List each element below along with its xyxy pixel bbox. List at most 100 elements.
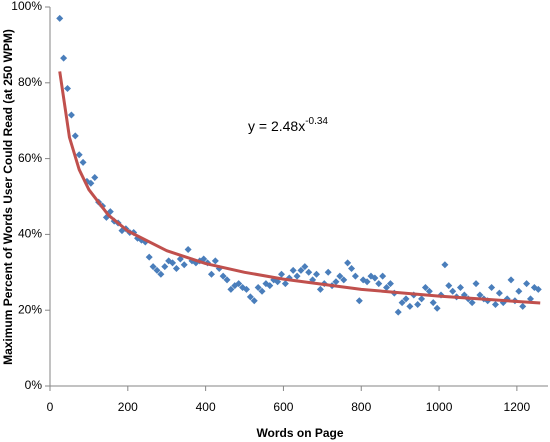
point xyxy=(91,174,99,182)
point xyxy=(383,283,391,291)
point xyxy=(371,274,379,282)
point xyxy=(87,179,95,187)
x-tick-label: 1200 xyxy=(504,400,531,414)
point xyxy=(293,272,301,280)
point xyxy=(476,291,484,299)
point xyxy=(515,287,523,295)
point xyxy=(289,266,297,274)
point xyxy=(348,265,356,273)
point xyxy=(71,132,79,140)
point xyxy=(340,276,348,284)
y-tick-label: 100% xyxy=(11,0,42,13)
point xyxy=(274,278,282,286)
point xyxy=(406,302,414,310)
point xyxy=(394,308,402,316)
point xyxy=(355,297,363,305)
point xyxy=(149,263,157,271)
point xyxy=(242,285,250,293)
x-tick-label: 800 xyxy=(351,400,371,414)
point xyxy=(250,297,258,305)
point xyxy=(468,299,476,307)
point xyxy=(363,278,371,286)
x-tick-label: 600 xyxy=(273,400,293,414)
trendline xyxy=(58,71,541,305)
point xyxy=(313,270,321,278)
y-tick-label: 0% xyxy=(25,378,43,392)
x-tick-label: 200 xyxy=(118,400,138,414)
point xyxy=(75,151,83,159)
point xyxy=(495,289,503,297)
point xyxy=(534,285,542,293)
y-tick-label: 20% xyxy=(18,302,42,316)
point xyxy=(207,270,215,278)
x-axis-label: Words on Page xyxy=(256,426,343,440)
point xyxy=(398,299,406,307)
point xyxy=(246,293,254,301)
point xyxy=(277,270,285,278)
point xyxy=(375,280,383,288)
point xyxy=(64,84,72,92)
point xyxy=(386,280,394,288)
point xyxy=(445,282,453,290)
point xyxy=(56,14,64,22)
point xyxy=(184,246,192,254)
y-tick-label: 40% xyxy=(18,227,42,241)
point xyxy=(336,272,344,280)
point xyxy=(266,282,274,290)
point xyxy=(351,272,359,280)
point xyxy=(316,285,324,293)
y-tick-label: 60% xyxy=(18,151,42,165)
point xyxy=(258,287,266,295)
point xyxy=(519,302,527,310)
equation-exponent: -0.34 xyxy=(305,116,328,127)
equation-text: y = 2.48x xyxy=(248,118,305,134)
point xyxy=(235,280,243,288)
point xyxy=(332,278,340,286)
point xyxy=(227,285,235,293)
point xyxy=(297,266,305,274)
point xyxy=(402,295,410,303)
point xyxy=(472,280,480,288)
point xyxy=(180,261,188,269)
point xyxy=(456,283,464,291)
point xyxy=(523,280,531,288)
point xyxy=(414,301,422,309)
point xyxy=(324,268,332,276)
point xyxy=(421,283,429,291)
y-axis-label: Maximum Percent of Words User Could Read… xyxy=(1,29,15,365)
x-tick-label: 0 xyxy=(47,400,54,414)
y-tick-label: 80% xyxy=(18,75,42,89)
point xyxy=(379,272,387,280)
point xyxy=(433,304,441,312)
point xyxy=(281,280,289,288)
x-tick-label: 1000 xyxy=(426,400,453,414)
point xyxy=(60,54,68,62)
point xyxy=(491,301,499,309)
x-tick-label: 400 xyxy=(196,400,216,414)
point xyxy=(153,266,161,274)
point xyxy=(507,276,515,284)
point xyxy=(145,253,153,261)
point xyxy=(418,295,426,303)
point xyxy=(161,263,169,271)
point xyxy=(526,295,534,303)
point xyxy=(429,299,437,307)
point xyxy=(169,259,177,267)
point xyxy=(305,268,313,276)
point xyxy=(67,111,75,119)
point xyxy=(157,270,165,278)
point xyxy=(172,265,180,273)
point xyxy=(425,287,433,295)
point xyxy=(79,158,87,166)
point xyxy=(441,261,449,269)
equation: y = 2.48x-0.34 xyxy=(248,116,328,134)
point xyxy=(301,263,309,271)
point xyxy=(488,283,496,291)
point xyxy=(219,272,227,280)
point xyxy=(344,259,352,267)
point xyxy=(254,283,262,291)
point xyxy=(449,287,457,295)
point xyxy=(223,276,231,284)
point xyxy=(211,257,219,265)
